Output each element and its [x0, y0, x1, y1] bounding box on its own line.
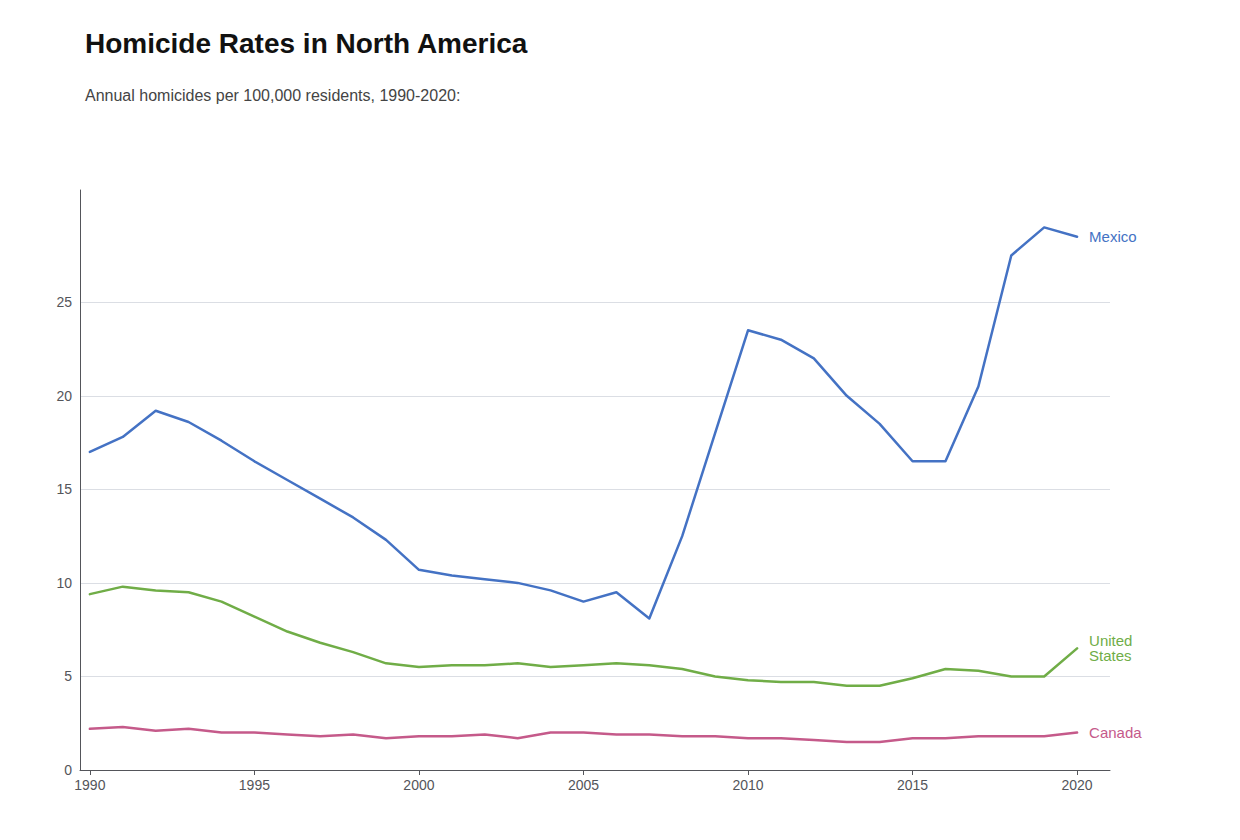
svg-text:1990: 1990	[74, 777, 105, 793]
svg-text:States: States	[1089, 647, 1132, 664]
svg-text:0: 0	[64, 762, 72, 778]
svg-text:Canada: Canada	[1089, 724, 1142, 741]
svg-text:2020: 2020	[1062, 777, 1093, 793]
svg-text:5: 5	[64, 668, 72, 684]
svg-text:20: 20	[56, 388, 72, 404]
svg-text:10: 10	[56, 575, 72, 591]
svg-text:Mexico: Mexico	[1089, 228, 1137, 245]
svg-text:25: 25	[56, 294, 72, 310]
svg-text:15: 15	[56, 481, 72, 497]
svg-text:2015: 2015	[897, 777, 928, 793]
svg-text:2000: 2000	[403, 777, 434, 793]
svg-text:2005: 2005	[568, 777, 599, 793]
svg-text:Homicide Rates in North Americ: Homicide Rates in North America	[85, 28, 528, 59]
svg-text:1995: 1995	[239, 777, 270, 793]
svg-text:2010: 2010	[732, 777, 763, 793]
svg-text:United: United	[1089, 632, 1133, 650]
svg-text:Annual homicides per 100,000 r: Annual homicides per 100,000 residents, …	[85, 87, 460, 104]
